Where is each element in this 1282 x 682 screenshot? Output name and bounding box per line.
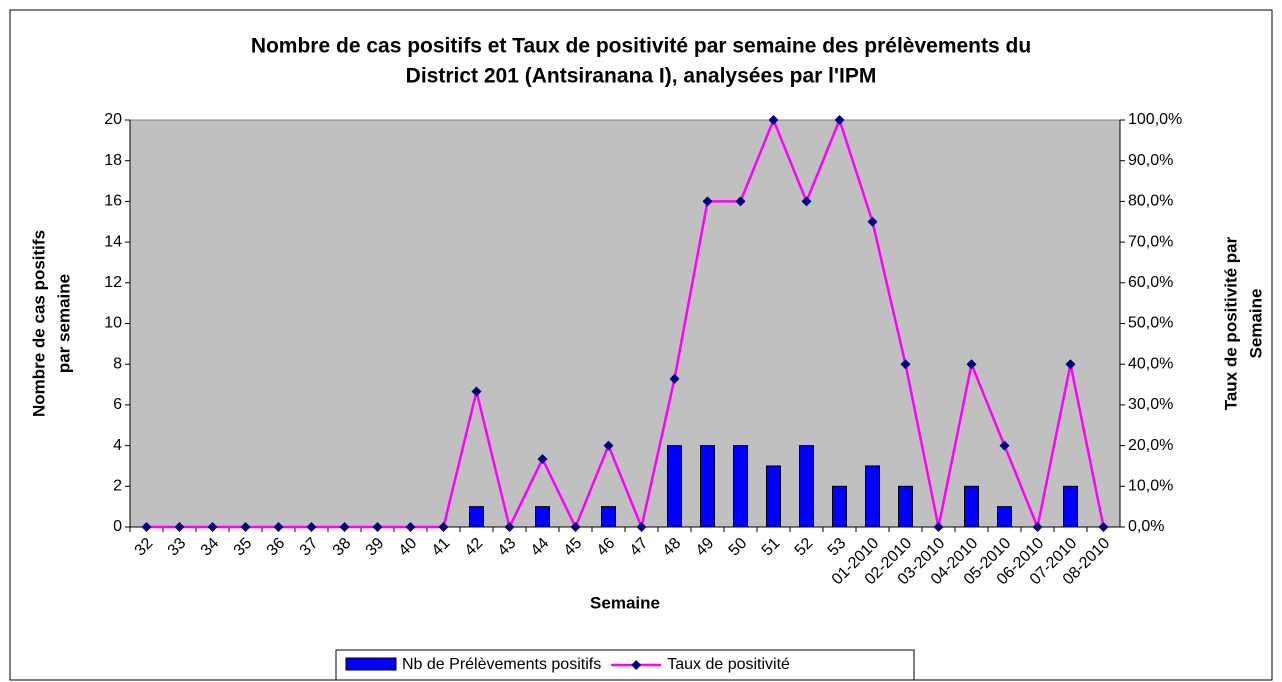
bar — [469, 506, 484, 528]
marker — [339, 522, 350, 532]
bar — [667, 445, 682, 528]
y2-tick-label: 50,0% — [1128, 315, 1173, 332]
marker — [1098, 522, 1109, 532]
y2-tick-label: 30,0% — [1128, 396, 1173, 413]
marker — [834, 115, 845, 125]
y2-tick-label: 10,0% — [1128, 478, 1173, 495]
marker — [273, 522, 284, 532]
y2-tick-label: 0,0% — [1128, 518, 1164, 535]
marker — [999, 440, 1010, 451]
marker — [141, 522, 152, 532]
x-axis-label: Semaine — [590, 593, 660, 612]
y2-tick-label: 60,0% — [1128, 274, 1173, 291]
marker — [1032, 522, 1043, 532]
y-axis-label: par semaine — [54, 274, 73, 373]
y-tick-label: 18 — [104, 152, 122, 169]
bar — [865, 465, 880, 528]
bar — [832, 485, 847, 528]
legend-label: Nb de Prélèvements positifs — [402, 656, 601, 673]
y2-axis-label: Semaine — [1246, 289, 1265, 359]
legend-swatch — [345, 657, 397, 671]
y2-tick-label: 70,0% — [1128, 233, 1173, 250]
bar — [799, 445, 814, 528]
marker — [669, 373, 680, 384]
marker — [405, 522, 416, 532]
marker — [570, 522, 581, 532]
y-tick-label: 4 — [113, 437, 122, 454]
bar — [535, 506, 550, 528]
marker — [207, 522, 218, 532]
marker — [702, 196, 713, 207]
legend-label: Taux de positivité — [667, 656, 790, 673]
marker — [900, 359, 911, 370]
marker — [372, 522, 383, 532]
y-tick-label: 14 — [104, 233, 122, 250]
y-tick-label: 8 — [113, 355, 122, 372]
y-tick-label: 16 — [104, 193, 122, 210]
marker — [174, 522, 185, 532]
marker — [768, 115, 779, 125]
y-axis-label: Nombre de cas positifs — [29, 230, 48, 417]
legend-marker — [631, 660, 642, 670]
bar — [700, 445, 715, 528]
line — [146, 116, 1105, 532]
marker — [240, 522, 251, 532]
marker — [735, 196, 746, 207]
chart-title: District 201 (Antsiranana I), analysées … — [406, 65, 877, 88]
y2-tick-label: 20,0% — [1128, 437, 1173, 454]
y-tick-label: 20 — [104, 111, 122, 128]
y-tick-label: 12 — [104, 274, 122, 291]
marker — [966, 359, 977, 370]
y2-tick-label: 100,0% — [1128, 111, 1182, 128]
marker — [603, 440, 614, 451]
marker — [504, 522, 515, 532]
y2-tick-label: 90,0% — [1128, 152, 1173, 169]
marker — [867, 216, 878, 227]
marker — [933, 522, 944, 532]
legend: Nb de Prélèvements positifs Taux de posit… — [335, 649, 915, 681]
y-tick-label: 0 — [113, 518, 122, 535]
y2-axis-label: Taux de positivité par — [1221, 236, 1240, 410]
bar — [733, 445, 748, 528]
y2-tick-label: 40,0% — [1128, 355, 1173, 372]
marker — [306, 522, 317, 532]
y-tick-label: 10 — [104, 315, 122, 332]
y2-tick-label: 80,0% — [1128, 193, 1173, 210]
bar — [997, 506, 1012, 528]
bar — [964, 485, 979, 528]
marker — [636, 522, 647, 532]
chart-title: Nombre de cas positifs et Taux de positi… — [251, 35, 1031, 58]
marker — [438, 522, 449, 532]
marker — [537, 454, 548, 465]
y-tick-label: 2 — [113, 478, 122, 495]
marker — [801, 196, 812, 207]
marker — [1065, 359, 1076, 370]
bar — [766, 465, 781, 528]
bar — [1063, 485, 1078, 528]
bar — [898, 485, 913, 528]
marker — [471, 386, 482, 397]
bar — [601, 506, 616, 528]
plot-area — [129, 119, 1121, 528]
y-tick-label: 6 — [113, 396, 122, 413]
